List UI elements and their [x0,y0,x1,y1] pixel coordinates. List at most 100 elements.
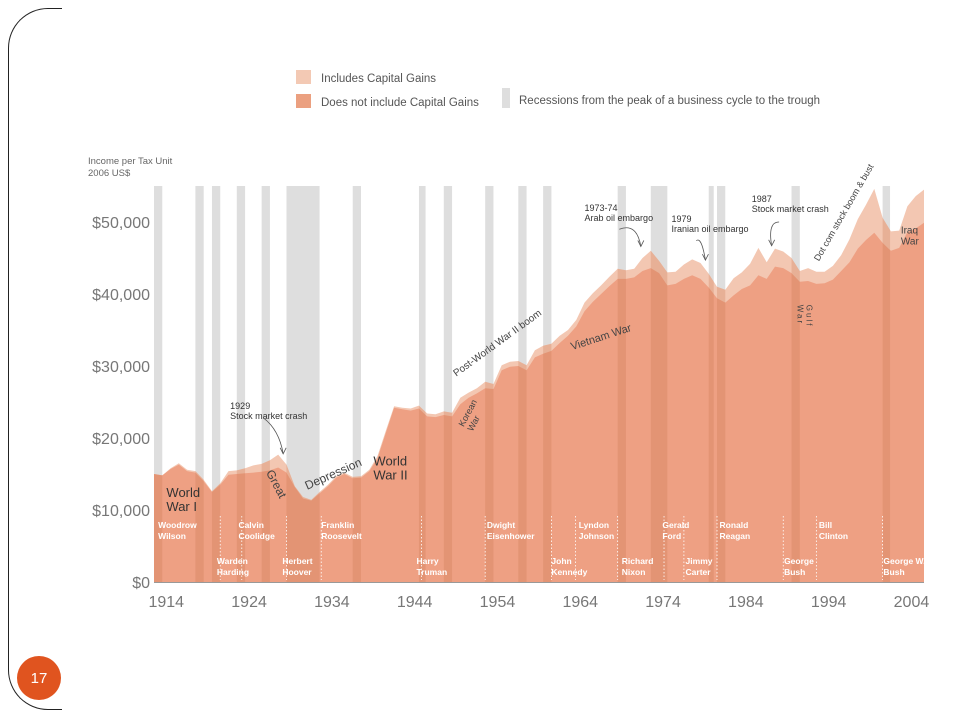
president-label-5: Gerald Ford [662,520,689,541]
event-annotation-10: 1929 Stock market crash [230,401,307,421]
president-label-line: Ford [662,531,681,541]
recession-overlay-14 [708,188,714,582]
president-label-9: Herbert Hoover [282,556,312,577]
event-annotation-line: War [795,305,804,325]
president-label-line: Coolidge [238,531,275,541]
president-label-11: John Kennedy [551,556,587,577]
y-tick-label-4: $40,000 [92,287,150,304]
president-label-line: Roosevelt [321,531,362,541]
president-label-line: Eisenhower [487,531,535,541]
president-labels: Woodrow Wilson Calvin Coolidge Franklin Roose… [158,516,925,580]
x-tick-label-3: 1944 [397,594,433,611]
event-annotation-line: War II [373,467,407,482]
recession-band-3 [236,186,246,582]
legend-swatch-includes-capital-gains [296,70,311,84]
x-tick-label-4: 1954 [480,594,516,611]
president-label-6: Ronald Reagan [719,520,750,541]
y-tick-label-5: $50,000 [92,215,150,232]
y-tick-label-0: $0 [132,575,150,592]
annotation-arrowhead-1 [637,240,645,248]
president-label-line: Johnson [579,531,614,541]
president-label-line: Bush [883,567,904,577]
event-annotation-line: War [901,237,920,248]
president-label-14: George Bush [784,556,814,577]
president-label-line: Clinton [819,531,848,541]
x-tick-label-6: 1974 [645,594,681,611]
president-label-10: Harry Truman [416,556,447,577]
x-tick-label-5: 1964 [562,594,598,611]
annotation-arrow-1 [619,227,642,247]
event-annotation-0: World War I [166,485,200,514]
recession-band-1 [195,186,204,582]
president-label-line: George W. [883,556,925,566]
y-axis-label-line-1: Income per Tax Unit [88,156,173,167]
president-label-line: Ronald [719,520,748,530]
event-annotation-1: World War II [373,453,407,482]
event-annotation-line: 1973-74 [585,203,618,213]
event-annotation-line: 1987 [752,194,772,204]
president-label-line: Nixon [622,567,646,577]
recession-overlay-9 [485,188,494,582]
president-label-line: Carter [686,567,712,577]
y-tick-label-3: $30,000 [92,359,150,376]
recession-overlay-13 [650,188,668,582]
event-annotation-line: Iranian oil embargo [671,224,748,234]
event-annotation-line: Gulf [804,305,813,328]
recession-overlay-12 [617,188,626,582]
recession-overlay-15 [717,188,726,582]
president-label-8: Warden Harding [217,556,249,577]
legend-label-excludes-capital-gains: Does not include Capital Gains [321,97,479,109]
president-label-line: Herbert [282,556,312,566]
recession-band-0 [154,186,163,582]
president-label-line: George [784,556,814,566]
event-annotation-line: War I [166,499,197,514]
president-label-line: Bush [784,567,805,577]
event-annotation-line: Arab oil embargo [585,213,654,223]
y-tick-label-2: $20,000 [92,431,150,448]
frame-cover [62,0,82,720]
recession-band-7 [418,186,426,582]
president-label-line: Harding [217,567,249,577]
event-annotation-line: Stock market crash [230,411,307,421]
president-label-0: Woodrow Wilson [158,520,197,541]
event-annotation-7: GulfWar [795,305,813,328]
president-label-2: Franklin Roosevelt [321,520,362,541]
president-label-line: Harry [416,556,438,566]
president-label-line: Calvin [238,520,264,530]
x-tick-label-8: 1994 [811,594,847,611]
president-label-line: Woodrow [158,520,197,530]
event-annotation-13: 1987 Stock market crash [752,194,829,214]
president-label-1: Calvin Coolidge [238,520,275,541]
x-tick-label-0: 1914 [148,594,184,611]
recession-band-2 [211,186,221,582]
x-tick-label-9: 2004 [894,594,930,611]
event-annotation-line: 1979 [671,214,691,224]
event-annotation-line: World [166,485,200,500]
president-label-line: Dwight [487,520,515,530]
president-label-15: George W. Bush [883,556,925,577]
annotation-arrowhead-3 [768,239,776,247]
president-label-line: Reagan [719,531,750,541]
x-axis-ticks: 1914 1924 1934 1944 1954 1964 1974 1984 1994 2004 [148,594,929,611]
x-tick-label-1: 1924 [231,594,267,611]
legend-label-includes-capital-gains: Includes Capital Gains [321,73,436,85]
president-label-7: Bill Clinton [819,520,848,541]
president-label-line: Bill [819,520,832,530]
event-annotation-line: 1929 [230,401,250,411]
recession-overlay-11 [543,188,552,582]
president-label-12: Richard Nixon [622,556,654,577]
legend-label-recessions: Recessions from the peak of a business c… [519,95,820,107]
annotation-arrowhead-0 [279,447,287,455]
president-label-4: Lyndon Johnson [579,520,614,541]
annotation-arrows [263,221,780,455]
president-label-line: John [551,556,571,566]
president-label-line: Jimmy [686,556,713,566]
annotation-arrow-3 [770,221,780,246]
area-excludes-capital-gains [154,222,924,582]
event-annotation-line: Iraq [901,226,918,237]
legend-swatch-recessions [502,88,510,108]
recession-band-6 [352,186,361,582]
y-axis-label-line-2: 2006 US$ [88,168,131,179]
president-label-line: Wilson [158,531,186,541]
